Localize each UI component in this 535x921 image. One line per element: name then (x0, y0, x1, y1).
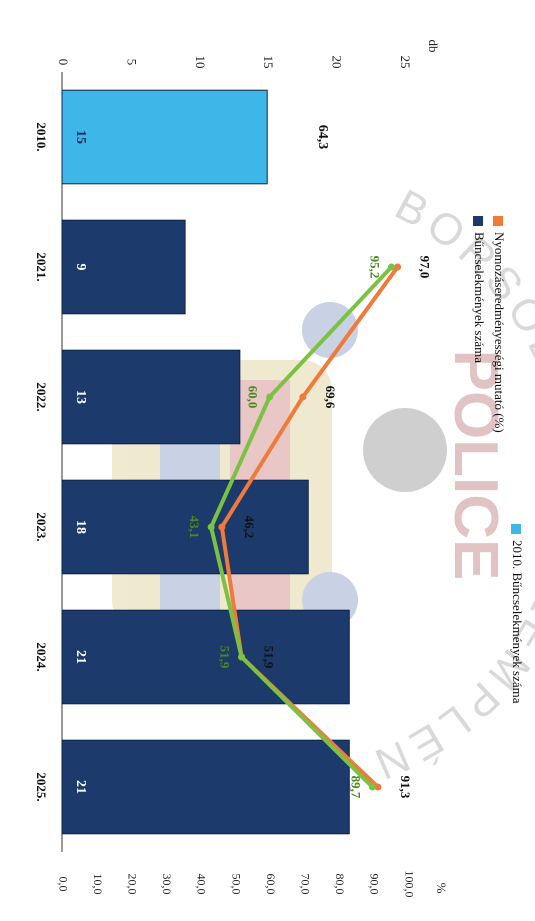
left-axis-tick-label: 25 (398, 56, 413, 69)
line-data-label: 89,7 (348, 776, 363, 799)
line-data-label: 69,6 (323, 386, 338, 409)
series-point (218, 523, 226, 531)
right-axis-tick-label: 80,0 (333, 874, 347, 895)
bar-data-label: 21 (73, 780, 88, 794)
bar (61, 349, 241, 445)
series-point (394, 263, 402, 271)
left-axis-tick-label: 20 (330, 56, 345, 69)
watermark-police-word: POLICE (441, 350, 510, 581)
category-label: 2024. (34, 642, 49, 671)
right-axis-tick-label: 60,0 (264, 874, 278, 895)
right-axis-tick-label: 10,0 (91, 874, 105, 895)
right-axis-tick-label: 30,0 (160, 874, 174, 895)
bar-data-label: 15 (73, 130, 88, 144)
bar-data-label: 18 (73, 520, 88, 534)
legend-swatch (473, 216, 483, 226)
category-label: 2022. (34, 382, 49, 411)
bar-data-label: 13 (73, 390, 88, 404)
legend-entry: 2010. Bűncselekmények száma (510, 540, 525, 704)
line-data-label: 60,0 (246, 386, 261, 409)
right-axis-tick-label: 90,0 (368, 874, 382, 895)
line-data-label: 91,3 (398, 776, 413, 799)
legend-swatch (493, 216, 503, 226)
category-label: 2021. (34, 252, 49, 281)
left-axis-tick-label: 10 (193, 56, 208, 69)
right-axis-tick-label: 40,0 (195, 874, 209, 895)
series-point (238, 653, 246, 661)
bar (61, 609, 350, 705)
series-point (207, 523, 215, 531)
category-label: 2023. (34, 512, 49, 541)
category-label: 2025. (34, 772, 49, 801)
line-data-label: 46,2 (242, 516, 257, 539)
category-label: 2010. (34, 122, 49, 151)
series-point (266, 393, 274, 401)
legend-entry: Nyomozáseredményességi mutató (%) (492, 232, 507, 433)
bar (61, 219, 186, 315)
right-axis-tick-label: 70,0 (298, 874, 312, 895)
series-point (374, 783, 382, 791)
bar-data-label: 21 (73, 650, 88, 664)
bar (61, 89, 268, 185)
right-axis-label: % (434, 883, 449, 894)
right-axis-tick-label: 50,0 (229, 874, 243, 895)
left-axis-label: db (426, 40, 441, 53)
right-axis-tick-label: 100,0 (402, 871, 416, 898)
line-data-label: 95,2 (367, 256, 382, 279)
left-axis-tick-label: 15 (261, 56, 276, 69)
line-data-label: 97,0 (418, 256, 433, 279)
series-point (387, 263, 395, 271)
series-point (299, 393, 307, 401)
bar-data-label: 9 (73, 264, 88, 271)
right-axis-tick-label: 0,0 (56, 877, 70, 892)
series-point (368, 783, 376, 791)
left-axis-tick-label: 0 (56, 59, 71, 66)
legend-entry: Bűncselekmények száma (472, 232, 487, 363)
bar (61, 739, 350, 835)
reference-data-label: 64,3 (315, 125, 330, 150)
right-axis-tick-label: 20,0 (125, 874, 139, 895)
line-data-label: 43,1 (187, 516, 202, 539)
left-axis-tick-label: 5 (124, 59, 139, 66)
line-data-label: 51,9 (218, 646, 233, 669)
bar (61, 479, 309, 575)
line-data-label: 51,9 (262, 646, 277, 669)
legend-swatch (511, 524, 521, 534)
